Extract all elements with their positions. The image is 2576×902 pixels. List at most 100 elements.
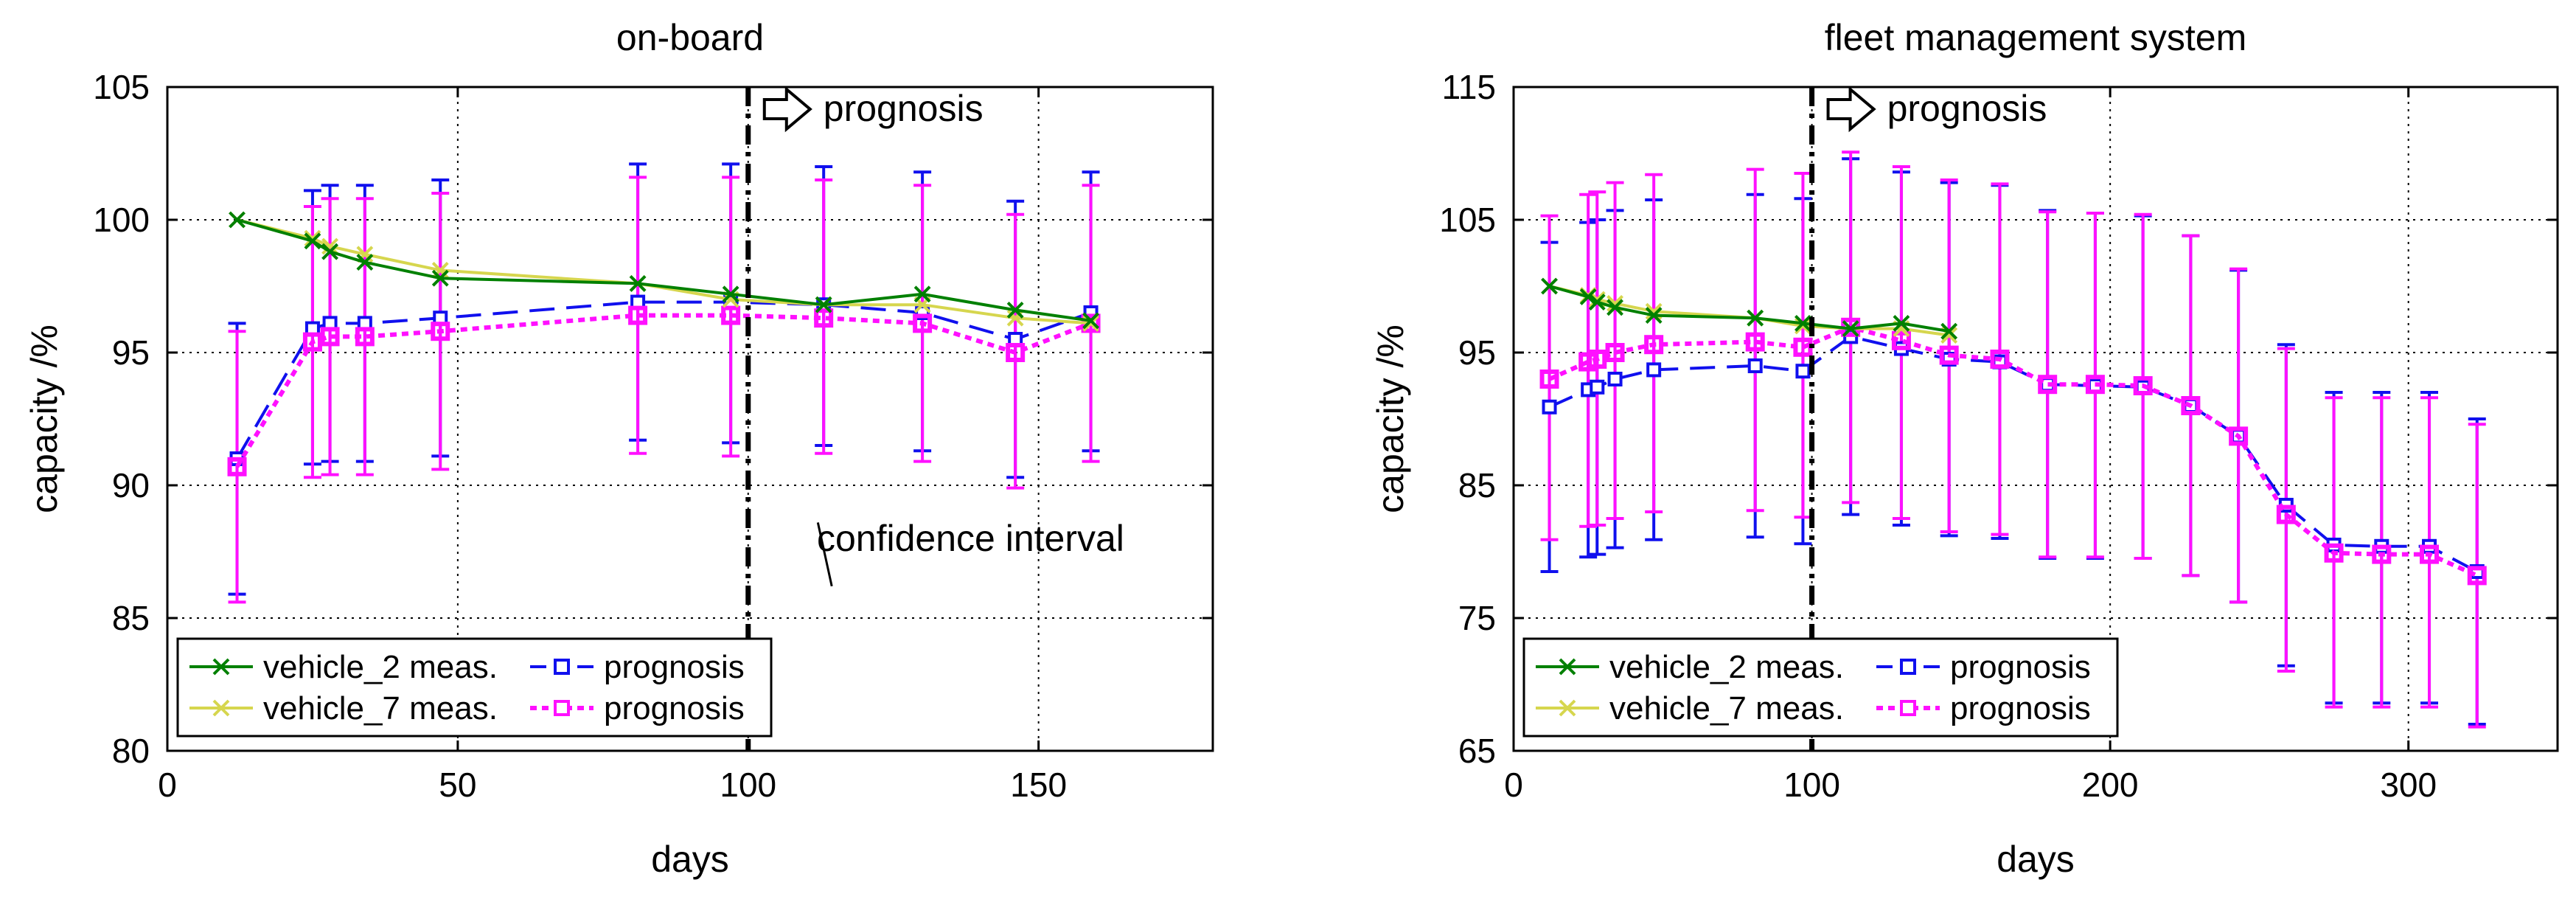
prognosis-label: prognosis bbox=[824, 88, 984, 129]
legend-label: prognosis bbox=[604, 690, 745, 726]
data-point bbox=[814, 308, 834, 328]
legend-label: prognosis bbox=[1950, 690, 2091, 726]
legend-item: prognosis bbox=[1876, 690, 2091, 726]
data-point bbox=[1646, 362, 1662, 378]
marker-stroke bbox=[629, 274, 647, 292]
x-tick-label: 100 bbox=[1783, 766, 1840, 804]
legend: vehicle_2 meas. prognosis vehicle_7 meas. p… bbox=[176, 637, 773, 738]
series-line bbox=[1548, 325, 2478, 578]
data-point bbox=[1939, 345, 1959, 365]
x-axis-label: days bbox=[651, 839, 729, 880]
legend-marker bbox=[212, 699, 230, 717]
y-tick-label: 100 bbox=[93, 201, 150, 239]
marker-stroke bbox=[1795, 314, 1811, 332]
marker-stroke bbox=[1645, 307, 1663, 325]
data-point bbox=[431, 269, 449, 287]
legend-marker bbox=[554, 700, 570, 716]
chart-panel-1: on-board 0 50 100 150 80 85 90 95 100 105 days capac… bbox=[24, 17, 1214, 880]
data-point bbox=[355, 327, 375, 347]
marker-stroke bbox=[1842, 320, 1859, 338]
data-point bbox=[2038, 375, 2058, 395]
legend-box bbox=[1522, 637, 2119, 738]
data-point bbox=[2085, 375, 2105, 395]
data-point bbox=[1842, 320, 1859, 338]
data-point bbox=[431, 322, 450, 341]
marker-stroke bbox=[815, 296, 832, 313]
chart-panel-2: fleet management system 0 100 200 300 65 75 85 9… bbox=[1370, 17, 2559, 880]
data-point bbox=[302, 332, 322, 352]
x-tick-label: 200 bbox=[2082, 766, 2139, 804]
marker-stroke bbox=[1588, 294, 1606, 311]
y-axis-label: capacity /% bbox=[24, 325, 65, 513]
data-point bbox=[2133, 376, 2153, 395]
x-tick-label: 300 bbox=[2380, 766, 2437, 804]
marker-stroke bbox=[321, 243, 338, 260]
data-point bbox=[1747, 309, 1764, 327]
legend-item: vehicle_7 meas. bbox=[189, 690, 498, 726]
data-point bbox=[1940, 322, 1958, 340]
data-point bbox=[1588, 294, 1606, 311]
y-tick-label: 85 bbox=[112, 599, 150, 637]
legend-item: vehicle_2 meas. bbox=[189, 649, 498, 685]
marker-stroke bbox=[913, 285, 931, 303]
confidence-interval-label: confidence interval bbox=[817, 518, 1124, 559]
data-point bbox=[722, 285, 739, 303]
series-line bbox=[1548, 335, 2478, 573]
data-point bbox=[227, 457, 247, 476]
legend-marker bbox=[1900, 659, 1916, 675]
data-point bbox=[2420, 544, 2440, 564]
marker-stroke bbox=[229, 211, 246, 229]
data-point bbox=[2181, 396, 2201, 415]
marker-stroke bbox=[1579, 288, 1597, 305]
data-point bbox=[1795, 364, 1811, 379]
data-point bbox=[1082, 314, 1099, 332]
marker-stroke bbox=[1940, 322, 1958, 340]
legend-marker bbox=[1559, 699, 1576, 717]
y-tick-label: 65 bbox=[1458, 732, 1496, 770]
data-point bbox=[356, 254, 374, 271]
data-point bbox=[1891, 330, 1911, 350]
x-tick-label: 150 bbox=[1010, 766, 1067, 804]
data-point bbox=[1006, 301, 1024, 319]
prognosis-label: prognosis bbox=[1887, 88, 2047, 129]
legend-label: prognosis bbox=[1950, 649, 2091, 685]
data-point bbox=[629, 274, 647, 292]
y-tick-label: 80 bbox=[112, 732, 150, 770]
marker-stroke bbox=[1940, 327, 1958, 344]
marker-stroke bbox=[722, 285, 739, 303]
data-point bbox=[1990, 350, 2010, 369]
marker-stroke bbox=[1606, 299, 1623, 316]
y-tick-label: 115 bbox=[1442, 68, 1496, 106]
x-tick-label: 0 bbox=[158, 766, 177, 804]
marker-stroke bbox=[1588, 291, 1606, 308]
legend: vehicle_2 meas. prognosis vehicle_7 meas. p… bbox=[1522, 637, 2119, 738]
legend-label: vehicle_7 meas. bbox=[1609, 690, 1844, 726]
marker-stroke bbox=[1795, 317, 1811, 335]
data-point bbox=[320, 327, 340, 347]
marker-stroke bbox=[1893, 314, 1910, 332]
legend-label: vehicle_2 meas. bbox=[263, 649, 498, 685]
marker-stroke bbox=[321, 237, 338, 255]
data-point bbox=[321, 237, 338, 255]
marker-stroke bbox=[1082, 314, 1099, 332]
data-point bbox=[2372, 544, 2392, 564]
legend-label: vehicle_7 meas. bbox=[263, 690, 498, 726]
x-axis-label: days bbox=[1997, 839, 2075, 880]
data-point bbox=[2324, 543, 2344, 563]
marker-stroke bbox=[1645, 302, 1663, 320]
marker-stroke bbox=[304, 229, 321, 247]
y-tick-label: 105 bbox=[1439, 201, 1496, 239]
data-point bbox=[1745, 332, 1765, 352]
legend-label: vehicle_2 meas. bbox=[1609, 649, 1844, 685]
data-point bbox=[1587, 350, 1607, 369]
data-point bbox=[1644, 335, 1664, 355]
arrow-right-icon bbox=[762, 86, 812, 133]
y-tick-label: 85 bbox=[1458, 466, 1496, 504]
data-point bbox=[1606, 299, 1623, 316]
legend-label: prognosis bbox=[604, 649, 745, 685]
data-point bbox=[1539, 370, 1559, 389]
data-point bbox=[321, 243, 338, 260]
marker-stroke bbox=[1082, 312, 1099, 330]
data-point bbox=[628, 305, 648, 325]
